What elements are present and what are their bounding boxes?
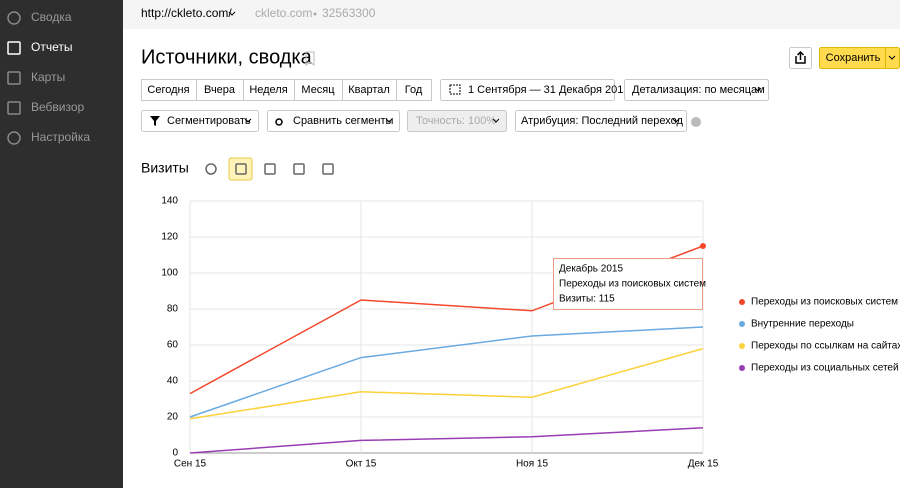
site-name: ckleto.com [255, 6, 312, 20]
compare-icon [275, 118, 283, 126]
chart-type-icon[interactable] [235, 163, 247, 175]
y-tick-label: 140 [161, 196, 178, 207]
accuracy-button[interactable] [407, 110, 507, 132]
sidebar-item[interactable]: Сводка [31, 10, 72, 24]
compare-button[interactable] [267, 110, 400, 132]
tooltip-line: Декабрь 2015 [559, 263, 623, 275]
share-icon [795, 50, 806, 64]
period-label: Неделя [249, 84, 287, 96]
y-tick-label: 60 [167, 340, 179, 351]
page-title: Источники, сводка [141, 46, 313, 68]
series-line [189, 347, 704, 420]
legend-marker[interactable] [739, 321, 745, 327]
period-label: Сегодня [147, 84, 189, 96]
y-tick-label: 40 [167, 376, 179, 387]
url-caret [228, 11, 236, 16]
sidebar-icon [7, 11, 21, 25]
sidebar-icon [7, 71, 21, 85]
detail-button[interactable] [624, 79, 769, 101]
segment-button-caret [244, 118, 252, 123]
top-bar [123, 0, 900, 29]
sidebar-icon [7, 101, 21, 115]
chart-title: Визиты [141, 160, 189, 176]
legend-label[interactable]: Переходы из поисковых систем [751, 297, 898, 308]
legend-label[interactable]: Внутренние переходы [751, 319, 854, 330]
period-label: Квартал [348, 84, 390, 96]
chart-type-icon[interactable] [205, 163, 217, 175]
x-tick-label: Дек 15 [688, 459, 719, 470]
separator [313, 12, 317, 16]
tooltip-line: Переходы из поисковых систем [559, 279, 706, 290]
date-range-button-label: 1 Сентября — 31 Декабря 2015 [468, 84, 629, 96]
period-label: Год [405, 84, 423, 96]
y-tick-label: 100 [161, 268, 178, 279]
y-tick-label: 0 [172, 448, 178, 459]
x-tick-label: Ноя 15 [516, 459, 549, 470]
sidebar-item[interactable]: Настройка [31, 130, 90, 144]
sidebar-icon [7, 41, 21, 55]
compare-button-label: Сравнить сегменты [293, 115, 393, 127]
series-line [189, 326, 704, 418]
accuracy-button-label: Точность: 100% [416, 115, 496, 127]
filter-icon [150, 116, 160, 126]
sidebar-item[interactable]: Вебвизор [31, 100, 85, 114]
save-label: Сохранить [826, 52, 881, 64]
date-range-button[interactable] [440, 79, 615, 101]
chart-type-selected[interactable] [228, 157, 253, 181]
legend-label[interactable]: Переходы по ссылкам на сайтах [751, 341, 900, 352]
sidebar-item[interactable]: Карты [31, 70, 65, 84]
calendar-icon [449, 84, 461, 95]
legend-label[interactable]: Переходы из социальных сетей [751, 363, 899, 374]
detail-button-caret [754, 87, 762, 92]
y-tick-label: 120 [161, 232, 178, 243]
y-tick-label: 20 [167, 412, 179, 423]
x-tick-label: Окт 15 [346, 459, 377, 470]
tooltip [553, 258, 703, 310]
site-url[interactable]: http://ckleto.com/ [141, 6, 232, 20]
sidebar-icon [7, 131, 21, 145]
tooltip-line: Визиты: 115 [559, 294, 615, 305]
period-button[interactable] [396, 79, 432, 101]
chart-type-icon[interactable] [322, 163, 334, 175]
period-label: Вчера [204, 84, 236, 96]
attribution-button-caret [672, 118, 680, 123]
counter-id: 32563300 [322, 6, 376, 20]
series-line [189, 427, 704, 454]
period-label: Месяц [301, 84, 335, 96]
save-caret [888, 55, 896, 60]
segment-button-label: Сегментировать [167, 115, 251, 127]
attribution-button-label: Атрибуция: Последний переход [521, 115, 683, 127]
legend-marker[interactable] [739, 299, 745, 305]
legend-marker[interactable] [739, 365, 745, 371]
hover-point [700, 243, 706, 249]
accuracy-button-caret [492, 118, 500, 123]
compare-button-caret [385, 118, 393, 123]
help-icon[interactable] [691, 117, 701, 127]
legend-marker[interactable] [739, 343, 745, 349]
x-tick-label: Сен 15 [174, 459, 207, 470]
sidebar-item[interactable]: Отчеты [31, 40, 72, 54]
attribution-button[interactable] [515, 110, 687, 132]
chart-type-icon[interactable] [293, 163, 305, 175]
detail-button-label: Детализация: по месяцам [632, 84, 765, 96]
bookmark-icon[interactable] [305, 51, 315, 66]
y-tick-label: 80 [167, 304, 179, 315]
segment-button[interactable] [141, 110, 259, 132]
chart-type-icon[interactable] [264, 163, 276, 175]
